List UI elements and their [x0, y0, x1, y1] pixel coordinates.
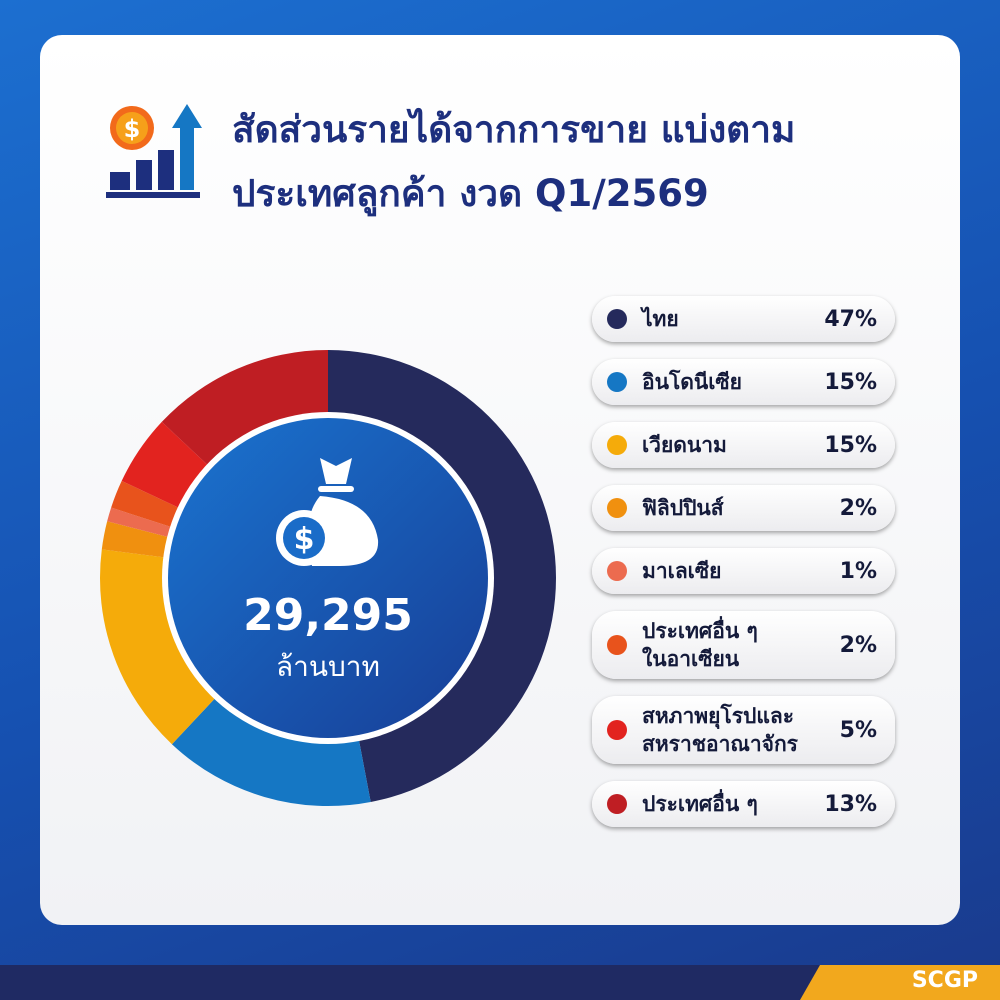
- svg-text:$: $: [294, 522, 315, 557]
- legend-item: ไทย 47%: [592, 296, 895, 342]
- legend-label: มาเลเซีย: [642, 559, 722, 583]
- legend-dot: [607, 372, 627, 392]
- value-label: 5%: [839, 717, 877, 743]
- title-icon: $: [106, 104, 202, 198]
- legend-dot: [607, 498, 627, 518]
- svg-text:$: $: [124, 115, 141, 143]
- value-label: 15%: [824, 432, 877, 458]
- value-label: 1%: [839, 558, 877, 584]
- legend-label: ไทย: [642, 307, 679, 331]
- footer-accent: [800, 965, 1000, 1000]
- legend-label: ประเทศอื่น ๆ: [642, 792, 758, 816]
- legend-label: อินโดนีเซีย: [642, 370, 742, 394]
- legend-label: ฟิลิปปินส์: [642, 496, 724, 520]
- legend: ไทย 47% อินโดนีเซีย 15% เวียดนาม 15% ฟิลิปปินส…: [592, 296, 895, 827]
- center-value: 29,295: [243, 590, 413, 641]
- legend-label: สหภาพยุโรปและ สหราชอาณาจักร: [642, 704, 798, 756]
- value-label: 2%: [839, 495, 877, 521]
- brand: SCGP: [911, 968, 978, 993]
- legend-dot: [607, 435, 627, 455]
- legend-dot: [607, 720, 627, 740]
- legend-label: ประเทศอื่น ๆ ในอาเซียน: [642, 619, 758, 671]
- legend-label: เวียดนาม: [642, 433, 727, 457]
- legend-item: อินโดนีเซีย 15%: [592, 359, 895, 405]
- legend-item: สหภาพยุโรปและ สหราชอาณาจักร 5%: [592, 696, 895, 764]
- legend-dot: [607, 635, 627, 655]
- title: สัดส่วนรายได้จากการขาย แบ่งตาม ประเทศลูก…: [232, 108, 796, 215]
- donut-slice: [328, 350, 557, 802]
- value-label: 47%: [824, 306, 877, 332]
- donut-slice: [171, 694, 371, 806]
- center-circle: [168, 418, 488, 738]
- donut-slice: [161, 350, 328, 469]
- donut-slice: [101, 521, 174, 558]
- donut-slice: [100, 549, 219, 745]
- legend-item: ประเทศอื่น ๆ ในอาเซียน 2%: [592, 611, 895, 679]
- center-unit: ล้านบาท: [276, 650, 380, 683]
- legend-item: ฟิลิปปินส์ 2%: [592, 485, 895, 531]
- legend-dot: [607, 794, 627, 814]
- donut-slice: [107, 507, 176, 539]
- legend-dot: [607, 309, 627, 329]
- money-bag-icon: $: [276, 458, 379, 566]
- donut-slice: [111, 480, 184, 529]
- legend-item: ประเทศอื่น ๆ 13%: [592, 781, 895, 827]
- legend-dot: [607, 561, 627, 581]
- legend-item: เวียดนาม 15%: [592, 422, 895, 468]
- value-label: 15%: [824, 369, 877, 395]
- value-label: 2%: [839, 632, 877, 658]
- legend-item: มาเลเซีย 1%: [592, 548, 895, 594]
- value-label: 13%: [824, 791, 877, 817]
